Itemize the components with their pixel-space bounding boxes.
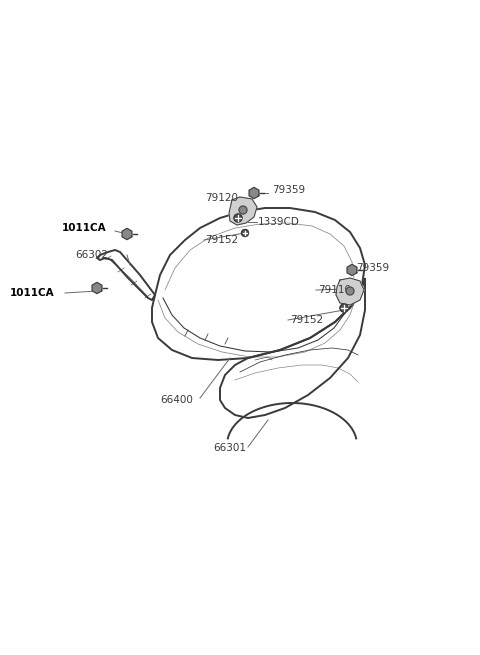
Polygon shape xyxy=(122,229,132,240)
Text: 79110: 79110 xyxy=(318,285,351,295)
Polygon shape xyxy=(92,282,102,293)
Circle shape xyxy=(234,214,242,222)
Polygon shape xyxy=(347,265,357,276)
Text: 66301: 66301 xyxy=(213,443,246,453)
Circle shape xyxy=(340,304,348,312)
Polygon shape xyxy=(229,197,257,225)
Text: 66302: 66302 xyxy=(75,250,108,260)
Text: 79152: 79152 xyxy=(205,235,238,245)
Circle shape xyxy=(241,229,249,236)
Text: 66400: 66400 xyxy=(160,395,193,405)
Text: 79359: 79359 xyxy=(356,263,389,273)
Text: 1011CA: 1011CA xyxy=(62,223,107,233)
Text: 79120: 79120 xyxy=(205,193,238,203)
Polygon shape xyxy=(336,278,364,305)
Polygon shape xyxy=(249,187,259,198)
Text: 79152: 79152 xyxy=(290,315,323,325)
Circle shape xyxy=(239,206,247,214)
Circle shape xyxy=(346,287,354,295)
Text: 79359: 79359 xyxy=(272,185,305,195)
Text: 1011CA: 1011CA xyxy=(10,288,55,298)
Text: 1339CD: 1339CD xyxy=(258,217,300,227)
